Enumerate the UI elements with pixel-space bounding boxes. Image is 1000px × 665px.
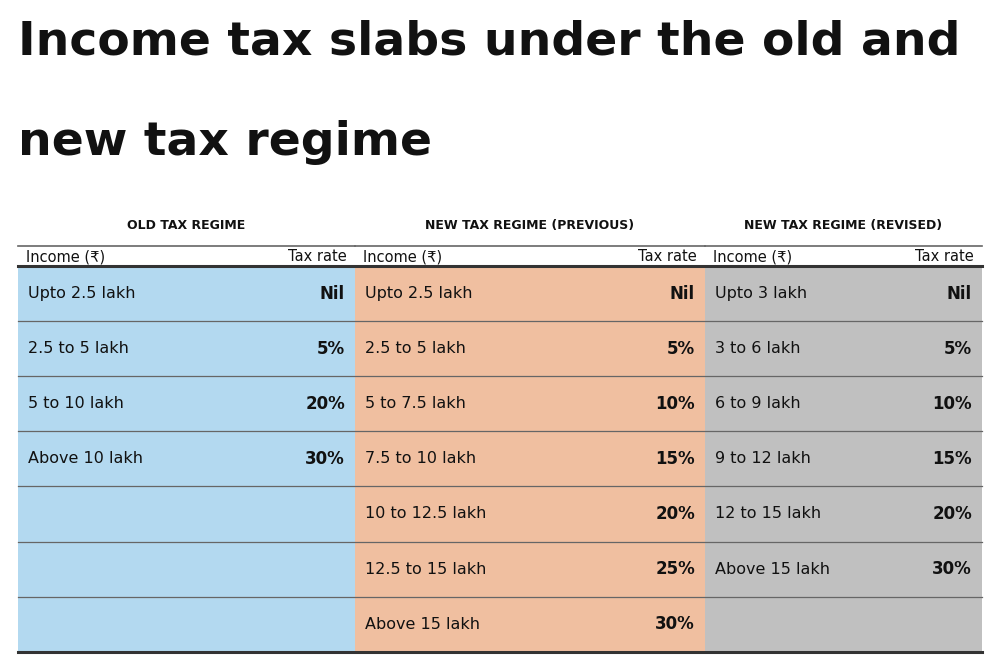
Bar: [18, 321, 205, 376]
Text: 2.5 to 5 lakh: 2.5 to 5 lakh: [28, 341, 129, 356]
Bar: [205, 541, 355, 597]
Bar: [18, 203, 982, 246]
Bar: [205, 266, 355, 321]
Text: Nil: Nil: [670, 285, 695, 303]
Bar: [18, 486, 205, 541]
Text: 12.5 to 15 lakh: 12.5 to 15 lakh: [365, 561, 486, 577]
Text: 30%: 30%: [932, 560, 972, 578]
Bar: [705, 321, 865, 376]
Bar: [550, 266, 705, 321]
Text: 10%: 10%: [932, 395, 972, 413]
Bar: [18, 597, 205, 652]
Bar: [355, 266, 550, 321]
Text: Income (₹): Income (₹): [26, 249, 105, 265]
Text: 25%: 25%: [655, 560, 695, 578]
Bar: [705, 432, 865, 486]
Text: Income (₹): Income (₹): [363, 249, 442, 265]
Bar: [550, 432, 705, 486]
Bar: [18, 246, 982, 266]
Text: 30%: 30%: [305, 450, 345, 468]
Text: Upto 3 lakh: Upto 3 lakh: [715, 286, 807, 301]
Text: Tax rate: Tax rate: [288, 249, 347, 265]
Bar: [18, 541, 205, 597]
Text: 5%: 5%: [317, 340, 345, 358]
Bar: [550, 541, 705, 597]
Bar: [705, 541, 865, 597]
Text: Nil: Nil: [320, 285, 345, 303]
Text: 5 to 7.5 lakh: 5 to 7.5 lakh: [365, 396, 466, 411]
Bar: [705, 266, 865, 321]
Text: Upto 2.5 lakh: Upto 2.5 lakh: [365, 286, 473, 301]
Bar: [355, 432, 550, 486]
Text: 12 to 15 lakh: 12 to 15 lakh: [715, 507, 821, 521]
Bar: [865, 376, 982, 432]
Text: NEW TAX REGIME (REVISED): NEW TAX REGIME (REVISED): [744, 219, 943, 233]
Bar: [550, 376, 705, 432]
Text: 30%: 30%: [655, 615, 695, 633]
Text: 20%: 20%: [305, 395, 345, 413]
Text: 5%: 5%: [944, 340, 972, 358]
Text: 2.5 to 5 lakh: 2.5 to 5 lakh: [365, 341, 466, 356]
Text: 10 to 12.5 lakh: 10 to 12.5 lakh: [365, 507, 486, 521]
Text: Above 15 lakh: Above 15 lakh: [365, 616, 480, 632]
Text: 5%: 5%: [667, 340, 695, 358]
Text: 7.5 to 10 lakh: 7.5 to 10 lakh: [365, 452, 476, 466]
Bar: [865, 597, 982, 652]
Bar: [205, 432, 355, 486]
Text: Above 15 lakh: Above 15 lakh: [715, 561, 830, 577]
Bar: [550, 597, 705, 652]
Text: NEW TAX REGIME (PREVIOUS): NEW TAX REGIME (PREVIOUS): [425, 219, 635, 233]
Bar: [18, 266, 205, 321]
Bar: [205, 321, 355, 376]
Text: 20%: 20%: [932, 505, 972, 523]
Bar: [550, 321, 705, 376]
Text: Income (₹): Income (₹): [713, 249, 792, 265]
Bar: [355, 597, 550, 652]
Bar: [705, 486, 865, 541]
Text: 20%: 20%: [655, 505, 695, 523]
Bar: [705, 597, 865, 652]
Bar: [18, 432, 205, 486]
Bar: [355, 486, 550, 541]
Bar: [865, 486, 982, 541]
Text: Above 10 lakh: Above 10 lakh: [28, 452, 143, 466]
Text: 15%: 15%: [655, 450, 695, 468]
Bar: [550, 486, 705, 541]
Text: 9 to 12 lakh: 9 to 12 lakh: [715, 452, 811, 466]
Text: Tax rate: Tax rate: [915, 249, 974, 265]
Text: 10%: 10%: [655, 395, 695, 413]
Text: Upto 2.5 lakh: Upto 2.5 lakh: [28, 286, 136, 301]
Bar: [865, 321, 982, 376]
Bar: [205, 376, 355, 432]
Text: 15%: 15%: [932, 450, 972, 468]
Bar: [205, 486, 355, 541]
Bar: [355, 376, 550, 432]
Bar: [705, 376, 865, 432]
Bar: [865, 266, 982, 321]
Text: new tax regime: new tax regime: [18, 120, 432, 165]
Text: OLD TAX REGIME: OLD TAX REGIME: [127, 219, 246, 233]
Bar: [205, 597, 355, 652]
Text: Nil: Nil: [947, 285, 972, 303]
Text: 6 to 9 lakh: 6 to 9 lakh: [715, 396, 801, 411]
Text: 3 to 6 lakh: 3 to 6 lakh: [715, 341, 800, 356]
Text: Income tax slabs under the old and: Income tax slabs under the old and: [18, 20, 960, 65]
Bar: [865, 432, 982, 486]
Bar: [865, 541, 982, 597]
Bar: [355, 321, 550, 376]
Bar: [355, 541, 550, 597]
Text: Tax rate: Tax rate: [638, 249, 697, 265]
Text: 5 to 10 lakh: 5 to 10 lakh: [28, 396, 124, 411]
Bar: [18, 376, 205, 432]
